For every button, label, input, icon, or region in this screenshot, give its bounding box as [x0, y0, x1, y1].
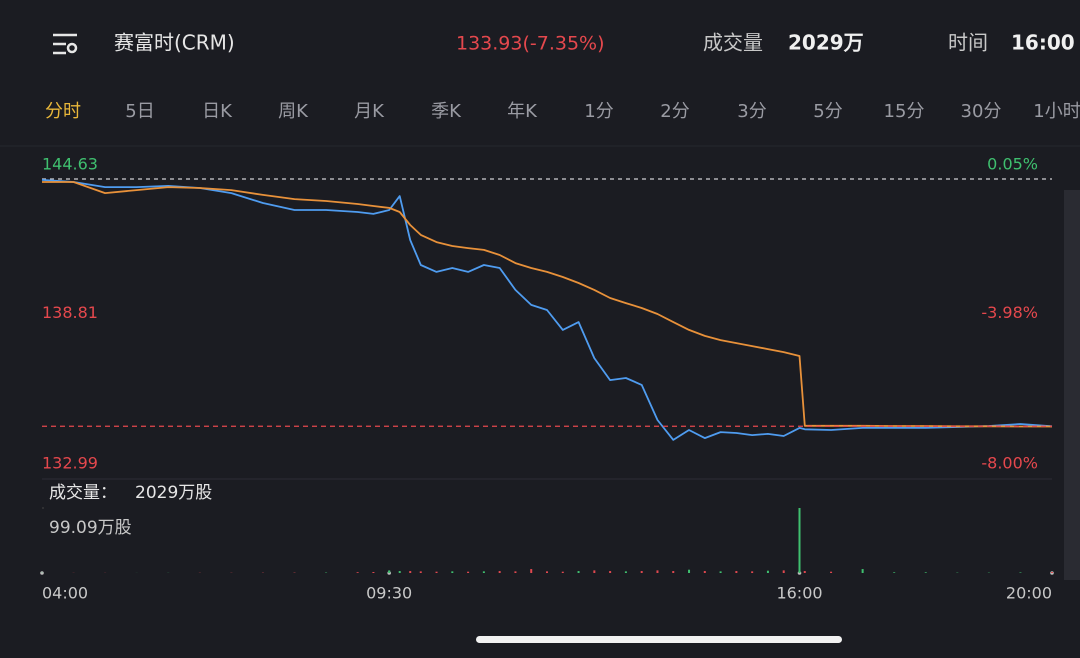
volume-bar: [624, 571, 627, 573]
volume-bar: [861, 569, 864, 573]
volume-bar: [672, 571, 675, 573]
time-label: 时间: [948, 31, 988, 55]
x-tick-label: 04:00: [42, 584, 88, 603]
volume-bar: [640, 571, 643, 573]
volume-bar: [467, 571, 470, 573]
volume-bar: [419, 571, 422, 573]
price-line: [42, 181, 1052, 428]
volume-bar: [830, 571, 833, 573]
tab[interactable]: 季K: [431, 101, 462, 122]
volume-bar: [1051, 572, 1053, 573]
volume-bar: [766, 570, 769, 573]
volume-bar: [593, 570, 596, 573]
tab[interactable]: 15分: [884, 101, 925, 122]
y2-tick-label: -3.98%: [981, 303, 1038, 322]
volume-bar: [577, 571, 580, 573]
volume-bar: [782, 570, 785, 573]
volume-bar: [803, 571, 806, 573]
y2-tick-label: -8.00%: [981, 454, 1038, 473]
volume-bar: [514, 571, 517, 573]
tab-bar: 分时 5日 日K 周K 月K 季K 年K 1分 2分 3分 5分 15分 30分 1小时: [45, 101, 1080, 122]
y2-tick-label: 0.05%: [987, 155, 1038, 174]
volume-bar: [482, 571, 485, 573]
y-tick-label: 144.63: [42, 155, 98, 174]
tab[interactable]: 年K: [507, 101, 538, 122]
volume-tick-label: 99.09万股: [49, 518, 132, 538]
tab[interactable]: 1分: [584, 101, 613, 122]
tab[interactable]: 5分: [813, 101, 842, 122]
volume-bar: [688, 569, 691, 573]
volume-bar: [530, 569, 533, 573]
volume-value: 2029万: [788, 31, 864, 55]
volume-bar: [356, 572, 359, 573]
volume-bar: [451, 571, 454, 573]
volume-bar: [388, 570, 391, 573]
tab[interactable]: 2分: [660, 101, 689, 122]
y-tick-label: 132.99: [42, 454, 98, 473]
volume-bar: [546, 571, 548, 573]
volume-bar: [609, 571, 612, 573]
x-tick-label: 09:30: [366, 584, 412, 603]
x-tick-label: 20:00: [1006, 584, 1052, 603]
volume-bar: [924, 572, 927, 573]
time-value: 16:00: [1011, 31, 1075, 55]
volume-bar: [435, 571, 438, 573]
volume-bar: [398, 571, 401, 573]
tab[interactable]: 日K: [202, 101, 233, 122]
quote: 133.93(-7.35%): [456, 33, 605, 55]
volume-bar: [751, 571, 754, 573]
x-tick-label: 16:00: [776, 584, 822, 603]
volume-bar: [703, 571, 706, 573]
volume-bar: [798, 508, 801, 573]
tab[interactable]: 30分: [961, 101, 1002, 122]
volume-bar: [1019, 572, 1022, 573]
tab[interactable]: 月K: [354, 101, 385, 122]
volume-bar: [893, 572, 896, 573]
y-tick-label: 138.81: [42, 303, 98, 322]
home-indicator[interactable]: [476, 636, 842, 643]
menu-icon[interactable]: [53, 33, 78, 55]
price-line: [41, 179, 1053, 441]
volume-bar: [656, 570, 659, 573]
tab[interactable]: 周K: [278, 101, 309, 122]
tab[interactable]: 3分: [737, 101, 766, 122]
tab[interactable]: 1小时: [1033, 101, 1080, 122]
stock-title: 赛富时(CRM): [114, 31, 235, 55]
volume-label: 成交量: [703, 31, 763, 55]
volume-bar: [372, 572, 375, 573]
volume-bar: [719, 571, 722, 573]
volume-title: 成交量：: [49, 483, 117, 503]
side-panel[interactable]: [1064, 190, 1080, 580]
volume-total: 2029万股: [135, 483, 212, 503]
tab[interactable]: 分时: [45, 101, 81, 122]
volume-bar: [735, 571, 738, 573]
volume-bar: [561, 571, 564, 573]
search-circle: [66, 42, 78, 54]
plot: 132.99 -8.00% 138.81 -3.98% 144.63 0.05% 04:00…: [40, 155, 1054, 603]
volume-bar: [409, 571, 412, 573]
volume-bar: [498, 571, 501, 573]
tab[interactable]: 5日: [125, 101, 154, 122]
